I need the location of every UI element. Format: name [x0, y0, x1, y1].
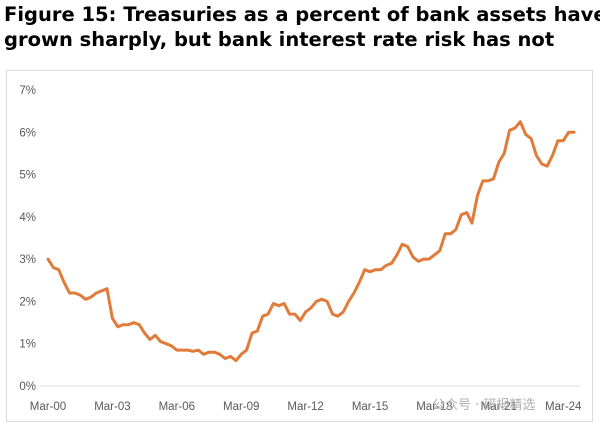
x-axis-ticks: Mar-00 Mar-03 Mar-06 Mar-09 Mar-12 Mar-15 Mar-… — [30, 401, 582, 413]
watermark: 公众号 · 研报精选 — [432, 398, 536, 413]
x-tick-label: Mar-09 — [223, 401, 259, 413]
x-tick-label: Mar-18 — [416, 401, 452, 413]
treasuries-pct-assets-line — [46, 120, 576, 363]
x-tick-label: Mar-24 — [545, 401, 582, 413]
y-tick-label: 0% — [19, 381, 36, 393]
chart-title: Figure 15: Treasuries as a percent of ba… — [4, 2, 600, 52]
y-tick-label: 5% — [19, 170, 36, 182]
x-tick-label: Mar-03 — [94, 401, 130, 413]
x-tick-label: Mar-06 — [159, 401, 195, 413]
y-tick-label: 7% — [19, 85, 36, 97]
y-axis-ticks: 0% 1% 2% 3% 4% 5% 6% 7% — [19, 85, 36, 393]
x-tick-label: Mar-00 — [30, 401, 66, 413]
chart-title-line-2: grown sharply, but bank interest rate ri… — [4, 28, 555, 51]
x-tick-label: Mar-15 — [352, 401, 388, 413]
y-tick-label: 3% — [19, 254, 36, 266]
x-tick-label: Mar-21 — [481, 401, 517, 413]
y-tick-label: 2% — [19, 296, 36, 308]
y-tick-label: 1% — [19, 339, 36, 351]
x-tick-label: Mar-12 — [287, 401, 323, 413]
chart-frame — [6, 70, 593, 422]
chart-title-line-1: Figure 15: Treasuries as a percent of ba… — [4, 3, 600, 26]
y-tick-label: 4% — [19, 212, 36, 224]
y-tick-label: 6% — [19, 127, 36, 139]
